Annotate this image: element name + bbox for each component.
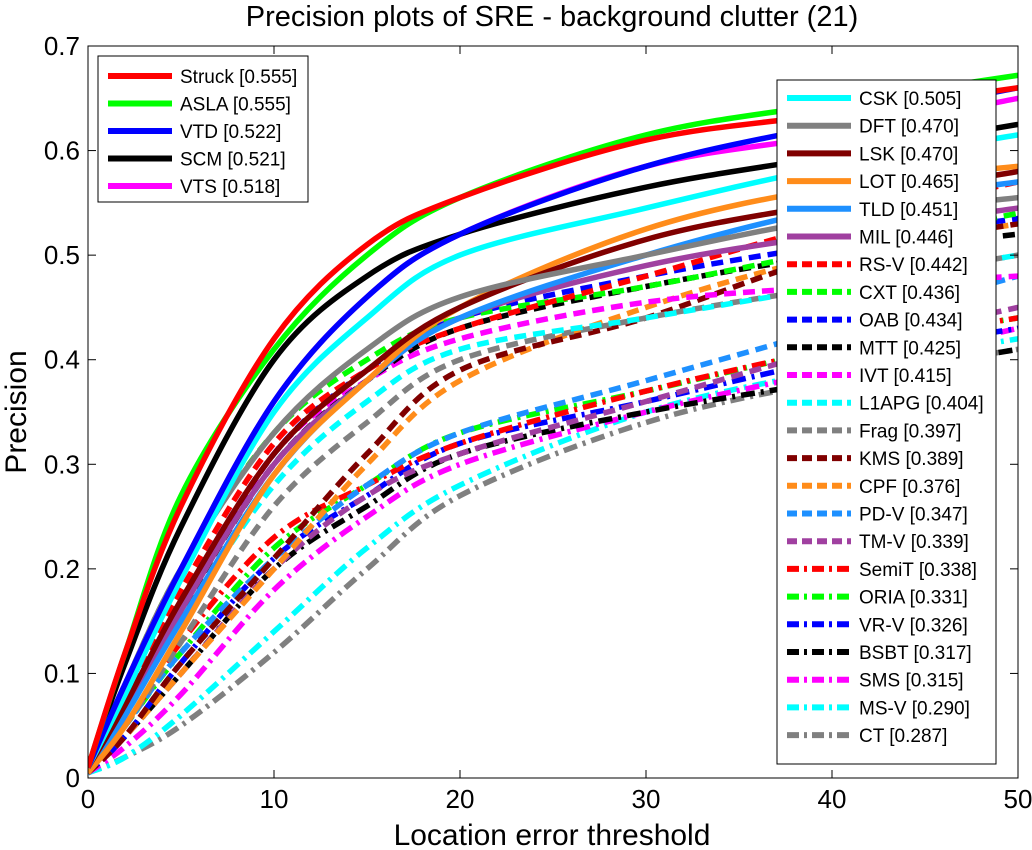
legend-right: CSK [0.505] DFT [0.470] LSK [0.470] LOT [0.… <box>776 79 997 765</box>
x-tick-label: 30 <box>632 784 661 814</box>
x-axis-label: Location error threshold <box>394 819 711 850</box>
chart-title: Precision plots of SRE - background clut… <box>246 1 859 33</box>
legend-entry: SemiT [0.338] <box>859 560 977 581</box>
y-axis-label: Precision <box>0 350 33 473</box>
legend-entry: VR-V [0.326] <box>859 615 968 636</box>
legend-entry: RS-V [0.442] <box>859 255 968 276</box>
plot-frame <box>87 45 1019 779</box>
legend-entry: Struck [0.555] <box>180 67 297 88</box>
legend-entry: CT [0.287] <box>859 726 947 747</box>
x-tick-label: 20 <box>446 784 475 814</box>
x-tick-label: 0 <box>81 784 95 814</box>
y-tick-label: 0.5 <box>44 240 80 270</box>
series-line-ct <box>88 346 1018 776</box>
legend-entry: TM-V [0.339] <box>859 532 969 553</box>
series-line-vr-v <box>88 325 1018 775</box>
x-tick-label: 50 <box>1004 784 1032 814</box>
y-tick-label: 0.2 <box>44 554 80 584</box>
legend-entry: SCM [0.521] <box>180 150 286 171</box>
y-tick-label: 0 <box>66 763 80 793</box>
legend-entry: LSK [0.470] <box>859 144 958 165</box>
legend-top-left: Struck [0.555] ASLA [0.555] VTD [0.522] SCM… <box>97 55 309 203</box>
legend-entry: KMS [0.389] <box>859 449 964 470</box>
legend-entry: L1APG [0.404] <box>859 394 984 415</box>
y-tick-label: 0.1 <box>44 658 80 688</box>
legend-entry: CSK [0.505] <box>859 89 961 110</box>
legend-entry: Frag [0.397] <box>859 421 961 442</box>
legend-entry: CXT [0.436] <box>859 283 960 304</box>
legend-entry: LOT [0.465] <box>859 172 959 193</box>
y-tick-label: 0.6 <box>44 136 80 166</box>
legend-entry: ASLA [0.555] <box>180 95 291 116</box>
legend-entry: BSBT [0.317] <box>859 643 972 664</box>
x-tick-label: 10 <box>260 784 289 814</box>
legend-entry: PD-V [0.347] <box>859 505 968 526</box>
legend-entry: VTD [0.522] <box>180 122 281 143</box>
y-tick-label: 0.7 <box>44 31 80 61</box>
legend-entry: DFT [0.470] <box>859 117 959 138</box>
legend-entry: SMS [0.315] <box>859 671 964 692</box>
legend-entry: CPF [0.376] <box>859 477 960 498</box>
legend-entry: VTS [0.518] <box>180 177 280 198</box>
y-tick-label: 0.3 <box>44 449 80 479</box>
x-tick-label: 40 <box>818 784 847 814</box>
legend-entry: TLD [0.451] <box>859 200 958 221</box>
legend-entry: ORIA [0.331] <box>859 588 968 609</box>
legend-entry: MIL [0.446] <box>859 228 953 249</box>
legend-entry: MTT [0.425] <box>859 338 961 359</box>
legends: Struck [0.555] ASLA [0.555] VTD [0.522] SCM… <box>97 55 997 765</box>
legend-entry: IVT [0.415] <box>859 366 952 387</box>
y-tick-label: 0.4 <box>44 345 80 375</box>
series-line-bsbt <box>88 346 1018 775</box>
legend-entry: MS-V [0.290] <box>859 698 970 719</box>
legend-entry: OAB [0.434] <box>859 311 963 332</box>
